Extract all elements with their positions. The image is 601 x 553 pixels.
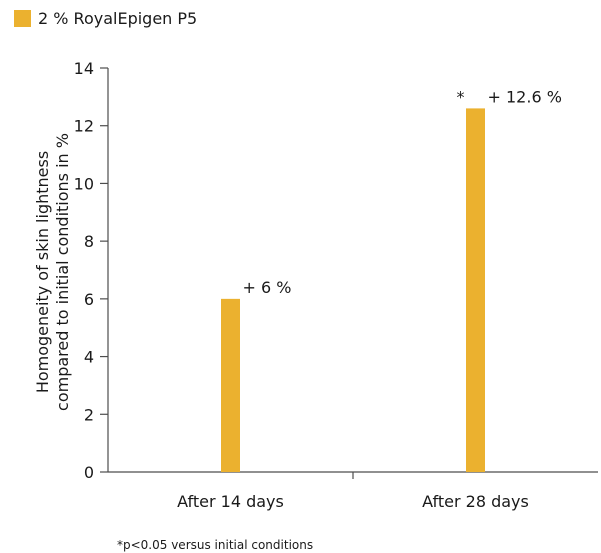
y-tick-label: 2 — [84, 405, 94, 424]
legend: 2 % RoyalEpigen P5 — [14, 9, 197, 28]
y-tick-label: 0 — [84, 463, 94, 482]
y-axis-ticks: 0 2 4 6 8 10 12 14 — [74, 59, 108, 482]
y-axis-title-line-2: compared to initial conditions in % — [53, 133, 72, 411]
bar-data-labels: + 6 % * + 12.6 % — [243, 87, 562, 296]
significance-mark: * — [457, 87, 465, 106]
bar — [221, 298, 240, 472]
footnote: *p<0.05 versus initial conditions — [117, 538, 313, 552]
y-axis-title: Homogeneity of skin lightness compared t… — [33, 133, 72, 411]
x-tick-label: After 14 days — [177, 492, 284, 511]
y-tick-label: 10 — [74, 174, 94, 193]
x-axis-tick-labels: After 14 days After 28 days — [177, 492, 529, 511]
y-tick-label: 4 — [84, 348, 94, 367]
legend-swatch — [14, 10, 31, 27]
y-tick-label: 8 — [84, 232, 94, 251]
y-axis-title-line-1: Homogeneity of skin lightness — [33, 151, 52, 393]
x-tick-label: After 28 days — [422, 492, 529, 511]
y-tick-label: 14 — [74, 59, 94, 78]
bars — [221, 108, 485, 473]
y-tick-label: 6 — [84, 290, 94, 309]
bar-data-label: + 6 % — [243, 278, 292, 297]
y-tick-label: 12 — [74, 117, 94, 136]
legend-label: 2 % RoyalEpigen P5 — [38, 9, 197, 28]
bar — [466, 108, 485, 473]
bar-data-label: + 12.6 % — [488, 87, 562, 106]
